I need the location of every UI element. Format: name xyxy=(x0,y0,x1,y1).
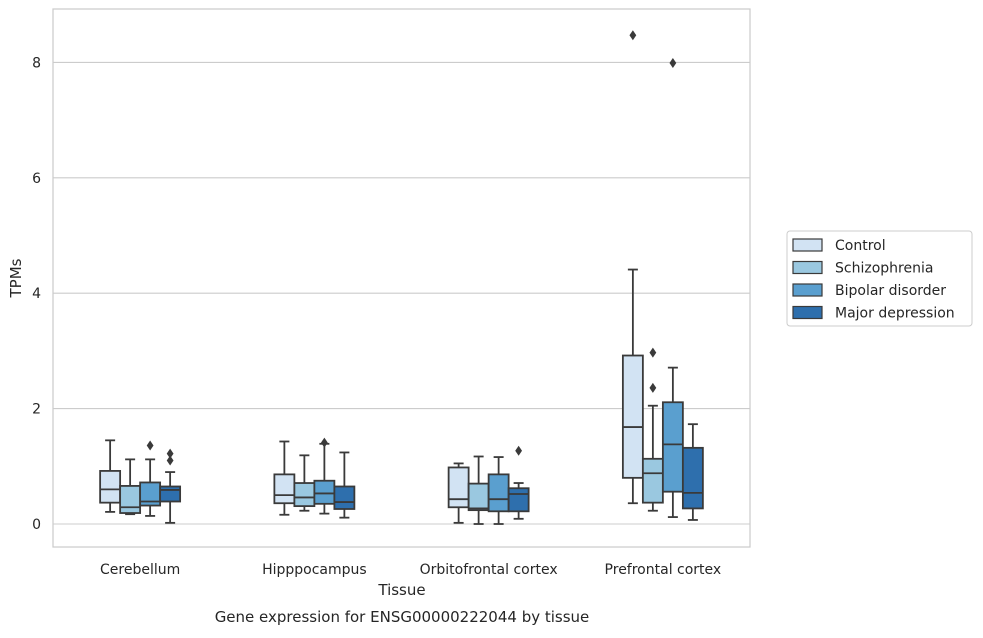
box-bipolar-disorder xyxy=(487,456,510,525)
box-iqr xyxy=(621,354,644,479)
y-axis-label: TPMs xyxy=(7,258,25,298)
box-iqr xyxy=(273,473,296,505)
plot-frame xyxy=(52,8,751,548)
box-iqr xyxy=(313,479,336,505)
outlier-point xyxy=(146,440,154,451)
outlier-point xyxy=(515,445,523,456)
box-bipolar-disorder xyxy=(139,440,162,517)
outlier-point xyxy=(649,382,657,393)
outlier-point xyxy=(649,347,657,358)
box-iqr xyxy=(467,482,490,512)
legend-swatch xyxy=(792,260,823,275)
y-tick-label: 6 xyxy=(32,171,41,187)
box-major-depression xyxy=(681,423,704,521)
outlier-point xyxy=(320,437,328,448)
x-tick-label: Orbitofrontal cortex xyxy=(420,562,558,578)
box-major-depression xyxy=(159,448,182,524)
x-axis-label: Tissue xyxy=(377,581,425,599)
box-iqr xyxy=(333,485,356,510)
outlier-point xyxy=(166,455,174,466)
box-major-depression xyxy=(507,445,530,520)
box-iqr xyxy=(507,487,530,513)
outlier-point xyxy=(166,448,174,459)
box-control xyxy=(447,462,470,524)
x-tick-labels: Cerebellum Hipppocampus Orbitofrontal cort… xyxy=(100,562,721,578)
box-bipolar-disorder xyxy=(661,57,684,518)
box-iqr xyxy=(487,473,510,513)
legend: Control Schizophrenia Bipolar disorder Majo… xyxy=(786,230,973,327)
y-tick-label: 2 xyxy=(32,402,41,418)
chart-title: Gene expression for ENSG00000222044 by t… xyxy=(215,608,590,626)
legend-label: Major depression xyxy=(835,306,955,322)
legend-swatch xyxy=(792,283,823,297)
x-tick-label: Cerebellum xyxy=(100,562,180,578)
legend-swatch xyxy=(792,238,823,252)
box-iqr xyxy=(447,466,470,509)
y-tick-labels: 0 2 4 6 8 xyxy=(32,55,41,533)
box-schizophrenia xyxy=(293,454,316,512)
y-tick-label: 0 xyxy=(32,517,41,533)
box-iqr xyxy=(641,457,664,504)
box-iqr xyxy=(119,485,142,514)
box-schizophrenia xyxy=(119,458,142,516)
box-iqr xyxy=(159,485,182,503)
outlier-point xyxy=(629,30,637,41)
legend-swatch xyxy=(792,305,823,320)
box-iqr xyxy=(681,446,704,510)
legend-label: Schizophrenia xyxy=(835,261,933,277)
grid-layer xyxy=(53,61,750,525)
legend-frame xyxy=(786,230,973,327)
box-control xyxy=(99,439,122,513)
box-iqr xyxy=(661,401,684,493)
boxes-layer xyxy=(99,30,704,525)
legend-label: Bipolar disorder xyxy=(835,283,946,299)
y-tick-label: 8 xyxy=(32,55,41,71)
outlier-point xyxy=(669,57,677,68)
y-tick-label: 4 xyxy=(32,286,41,302)
box-schizophrenia xyxy=(467,455,490,525)
box-major-depression xyxy=(333,451,356,519)
legend-label: Control xyxy=(835,238,886,254)
box-iqr xyxy=(99,470,122,504)
box-control xyxy=(273,440,296,516)
box-bipolar-disorder xyxy=(313,437,336,515)
box-iqr xyxy=(293,482,316,508)
x-tick-label: Prefrontal cortex xyxy=(605,562,722,578)
box-control xyxy=(621,30,644,505)
x-tick-label: Hipppocampus xyxy=(262,562,367,578)
box-schizophrenia xyxy=(641,347,664,512)
